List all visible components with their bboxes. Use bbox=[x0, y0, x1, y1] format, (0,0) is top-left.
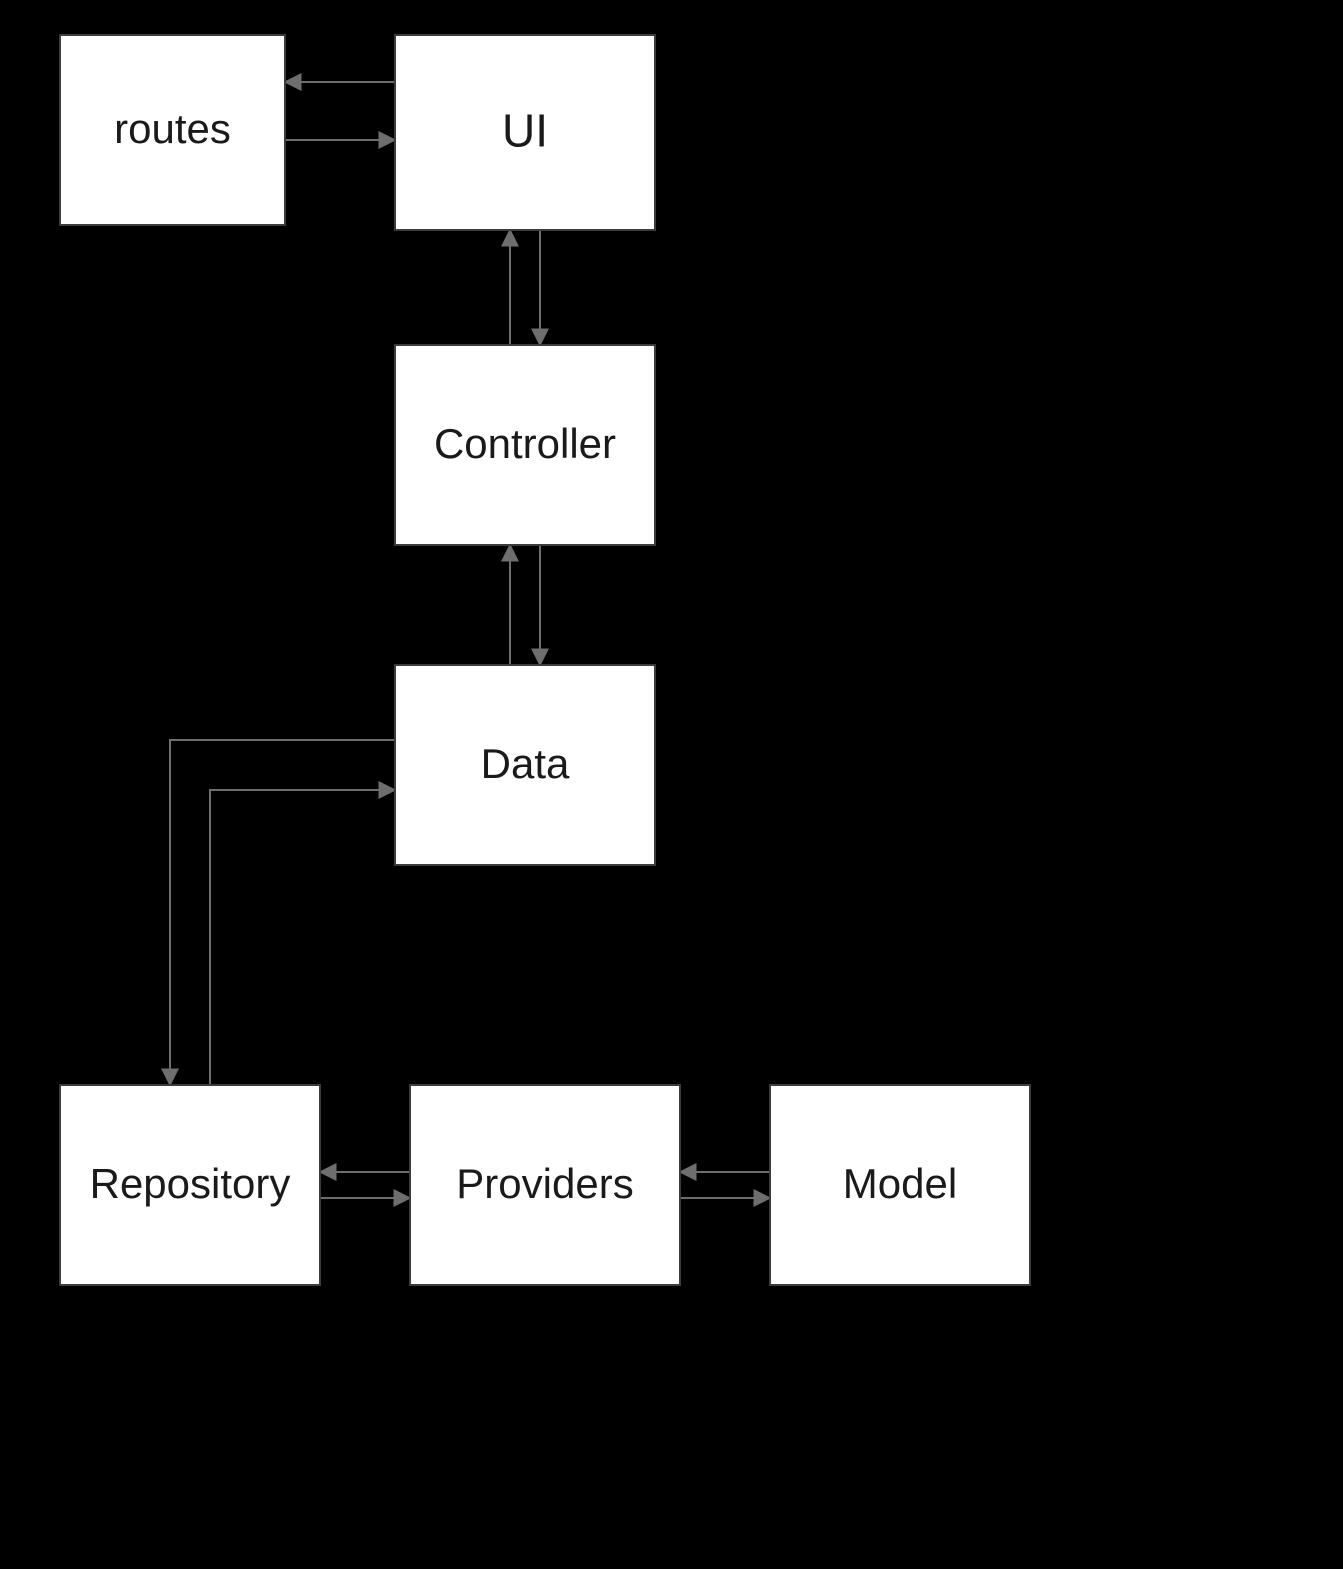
node-controller-label: Controller bbox=[434, 420, 616, 467]
node-ui-label: UI bbox=[502, 105, 548, 157]
edges-layer bbox=[170, 82, 770, 1198]
node-providers-label: Providers bbox=[456, 1160, 633, 1207]
node-routes: routes bbox=[60, 35, 285, 225]
node-routes-label: routes bbox=[114, 105, 231, 152]
node-data-label: Data bbox=[481, 740, 570, 787]
edge-repository-to-data bbox=[210, 790, 395, 1085]
node-providers: Providers bbox=[410, 1085, 680, 1285]
node-data: Data bbox=[395, 665, 655, 865]
node-model-label: Model bbox=[843, 1160, 957, 1207]
node-model: Model bbox=[770, 1085, 1030, 1285]
node-repository: Repository bbox=[60, 1085, 320, 1285]
node-ui: UI bbox=[395, 35, 655, 230]
architecture-diagram: routes UI Controller Data Repository Provider… bbox=[0, 0, 1343, 1569]
node-repository-label: Repository bbox=[90, 1160, 291, 1207]
edge-data-to-repository bbox=[170, 740, 395, 1085]
node-controller: Controller bbox=[395, 345, 655, 545]
nodes-layer: routes UI Controller Data Repository Provider… bbox=[60, 35, 1030, 1285]
